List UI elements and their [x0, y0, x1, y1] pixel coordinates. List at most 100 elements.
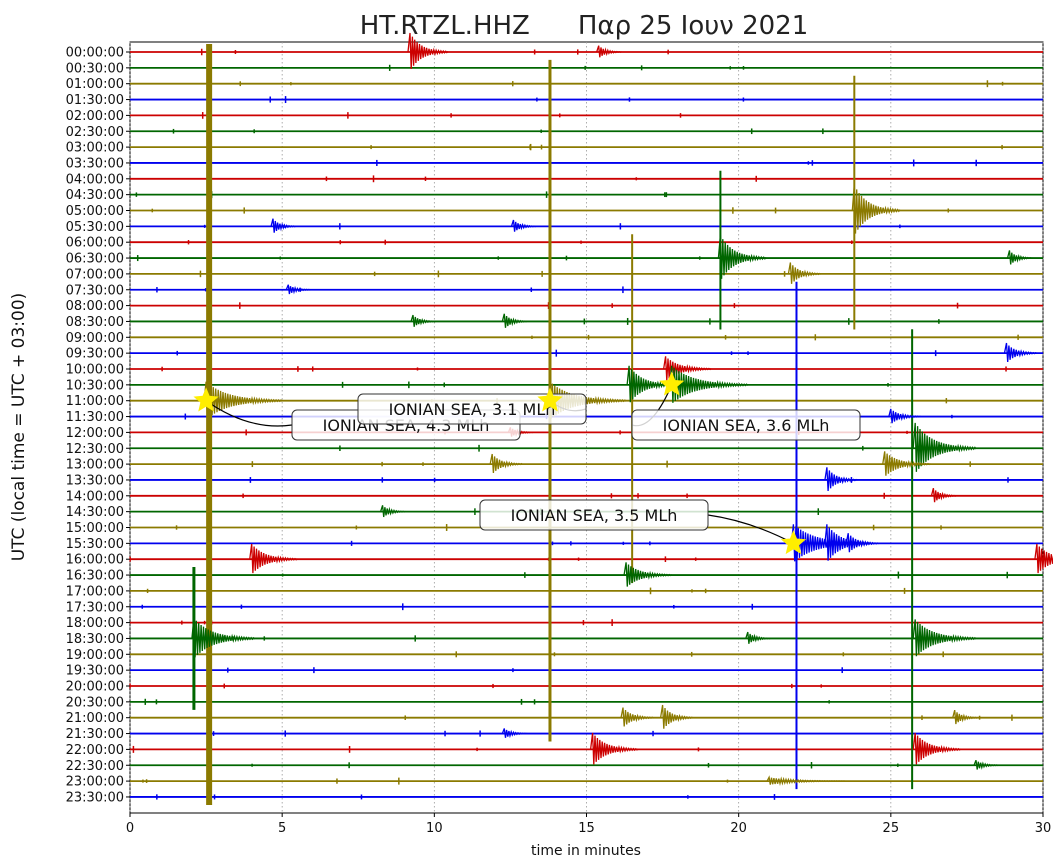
- y-tick-label: 22:30:00: [66, 759, 124, 774]
- event-star: [659, 371, 685, 396]
- burst-mark: [1006, 250, 1033, 265]
- y-tick-label: 23:30:00: [66, 790, 124, 805]
- burst-mark: [845, 533, 880, 553]
- x-tick-label: 10: [426, 821, 443, 836]
- burst-mark: [410, 314, 437, 327]
- burst-mark: [623, 562, 673, 587]
- annotation-box: [357, 393, 587, 425]
- y-tick-label: 08:00:00: [66, 299, 124, 314]
- x-tick-label: 25: [883, 821, 900, 836]
- title-station: HT.RTZL.HHZ: [360, 11, 530, 41]
- y-tick-label: 00:00:00: [66, 46, 124, 61]
- y-tick-label: 14:30:00: [66, 505, 124, 520]
- x-tick-label: 30: [1035, 821, 1052, 836]
- y-tick-label: 08:30:00: [66, 315, 124, 330]
- burst-mark: [501, 728, 528, 739]
- burst-mark: [659, 704, 694, 729]
- y-tick-label: 20:30:00: [66, 695, 124, 710]
- burst-mark: [766, 775, 846, 786]
- burst-mark: [596, 45, 622, 58]
- burst-mark: [745, 631, 771, 644]
- burst-mark: [1034, 543, 1053, 574]
- burst-mark: [882, 451, 931, 476]
- y-tick-label: 02:30:00: [66, 125, 124, 140]
- seismic-traces: [129, 48, 1043, 800]
- y-tick-label: 01:00:00: [66, 77, 124, 92]
- y-tick-label: 16:30:00: [66, 569, 124, 584]
- x-tick-label: 15: [578, 821, 595, 836]
- y-tick-label: 20:00:00: [66, 680, 124, 695]
- annotation-label: IONIAN SEA, 3.6 MLh: [663, 416, 830, 435]
- y-tick-label: 00:30:00: [66, 61, 124, 76]
- burst-mark: [824, 467, 858, 492]
- y-tick-label: 19:00:00: [66, 648, 124, 663]
- x-axis-label: time in minutes: [531, 843, 641, 858]
- burst-mark: [1003, 342, 1038, 363]
- y-tick-label: 01:30:00: [66, 93, 124, 108]
- y-tick-label: 18:30:00: [66, 632, 124, 647]
- y-tick-label: 06:00:00: [66, 236, 124, 251]
- y-tick-label: 04:00:00: [66, 172, 124, 187]
- y-tick-label: 07:00:00: [66, 267, 124, 282]
- y-tick-label: 16:00:00: [66, 553, 124, 568]
- x-tick-label: 5: [278, 821, 286, 836]
- burst-mark: [912, 732, 962, 765]
- burst-mark: [270, 218, 297, 233]
- burst-mark: [620, 707, 654, 727]
- title-date: Παρ 25 Ιουν 2021: [578, 11, 808, 41]
- burst-mark: [787, 262, 822, 284]
- y-tick-label: 15:30:00: [66, 537, 124, 552]
- y-tick-label: 13:30:00: [66, 473, 124, 488]
- annotation-label: IONIAN SEA, 3.1 MLh: [389, 400, 556, 419]
- x-tick-labels: 0 5 10 15 20 25 30: [126, 813, 1051, 836]
- y-tick-label: 17:00:00: [66, 584, 124, 599]
- burst-mark: [952, 709, 978, 725]
- y-tick-label: 14:00:00: [66, 489, 124, 504]
- event-star: [780, 529, 807, 555]
- small-events: [191, 32, 1053, 786]
- burst-mark: [510, 219, 537, 232]
- y-tick-label: 22:00:00: [66, 743, 124, 758]
- y-tick-label: 02:00:00: [66, 109, 124, 124]
- event-star: [537, 387, 563, 412]
- chart-title: HT.RTZL.HHZ Παρ 25 Ιουν 2021: [360, 11, 809, 41]
- y-tick-label: 11:00:00: [66, 394, 124, 409]
- y-tick-label: 13:00:00: [66, 458, 124, 473]
- y-tick-label: 21:00:00: [66, 711, 124, 726]
- x-tick-label: 0: [126, 821, 134, 836]
- annotation-label: IONIAN SEA, 3.5 MLh: [511, 506, 678, 525]
- y-tick-label: 19:30:00: [66, 664, 124, 679]
- y-tick-labels: 00:00:0000:30:0001:00:0001:30:0002:00:00…: [66, 46, 130, 805]
- y-tick-label: 07:30:00: [66, 283, 124, 298]
- y-tick-label: 17:30:00: [66, 600, 124, 615]
- y-tick-label: 21:30:00: [66, 727, 124, 742]
- burst-mark: [285, 284, 312, 295]
- y-tick-label: 12:30:00: [66, 442, 124, 457]
- burst-mark: [717, 235, 767, 279]
- burst-mark: [407, 32, 449, 70]
- burst-mark: [912, 422, 977, 472]
- burst-mark: [973, 759, 1000, 770]
- y-tick-label: 04:30:00: [66, 188, 124, 203]
- burst-mark: [379, 505, 406, 518]
- event-star: [193, 387, 219, 412]
- burst-mark: [930, 488, 957, 503]
- event-annotations: IONIAN SEA, 4.3 MLh IONIAN SEA, 3.6 MLhIO…: [193, 371, 861, 555]
- y-tick-label: 11:30:00: [66, 410, 124, 425]
- y-tick-label: 09:30:00: [66, 347, 124, 362]
- y-tick-label: 06:30:00: [66, 252, 124, 267]
- x-tick-label: 20: [730, 821, 747, 836]
- y-tick-label: 05:30:00: [66, 220, 124, 235]
- burst-mark: [888, 408, 922, 424]
- annotation-box: [479, 499, 709, 531]
- y-tick-label: 03:00:00: [66, 141, 124, 156]
- burst-mark: [501, 313, 528, 328]
- y-tick-label: 10:30:00: [66, 378, 124, 393]
- y-tick-label: 09:00:00: [66, 331, 124, 346]
- annotation-leader: [205, 400, 293, 427]
- y-tick-label: 12:00:00: [66, 426, 124, 441]
- burst-mark: [912, 619, 977, 657]
- y-tick-label: 10:00:00: [66, 363, 124, 378]
- burst-mark: [851, 185, 901, 234]
